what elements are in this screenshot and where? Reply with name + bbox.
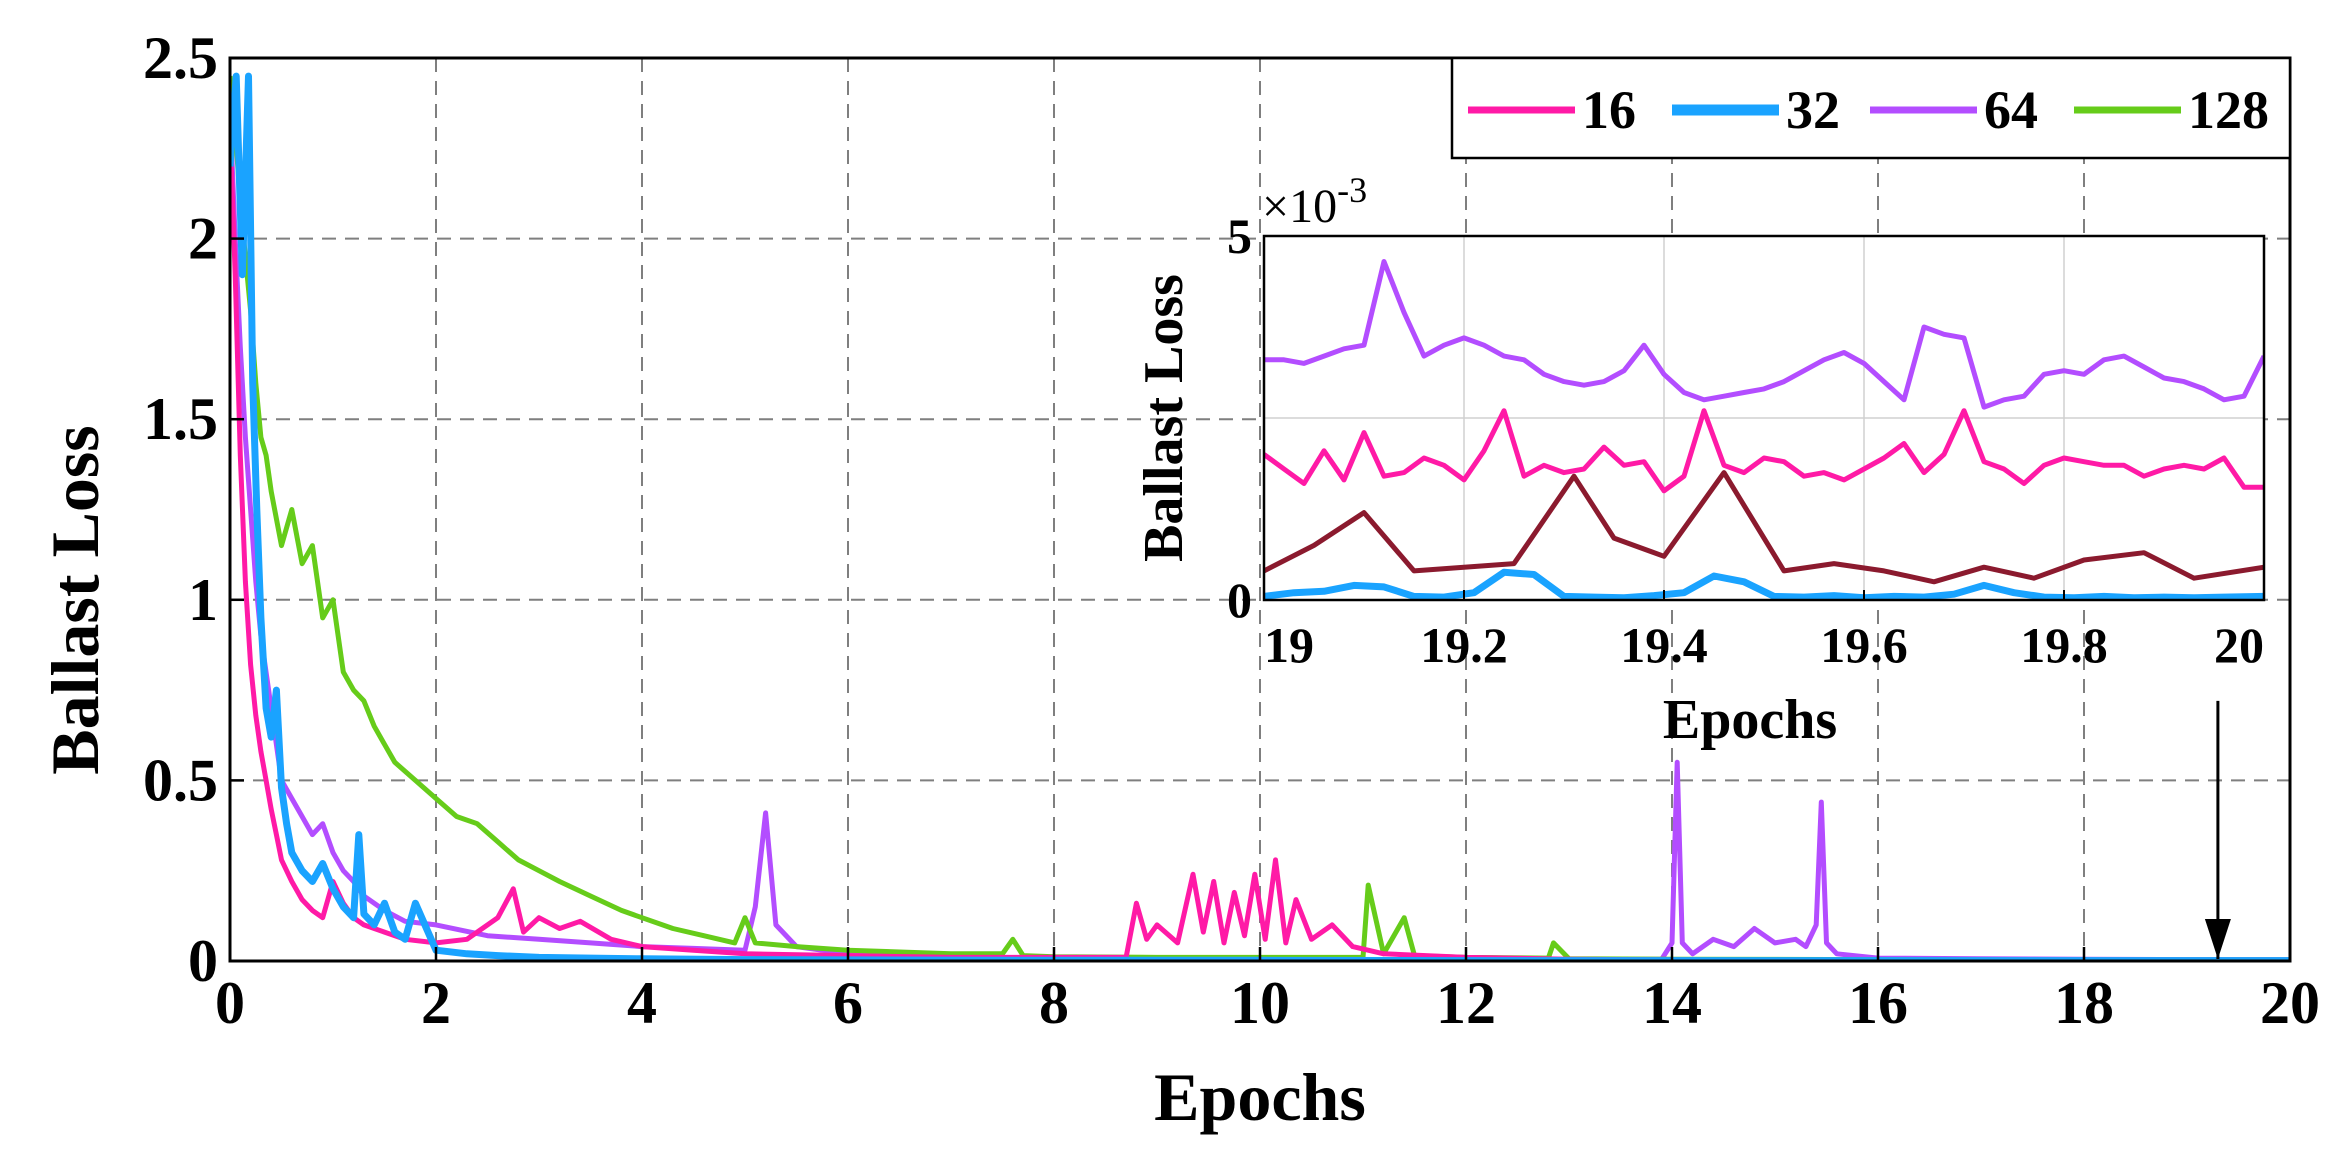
main-x-tick-label-4: 4 [627, 970, 657, 1036]
main-x-tick-label-10: 10 [1230, 970, 1290, 1036]
legend-label-16: 16 [1582, 80, 1636, 140]
inset-y-axis-title: Ballast Loss [1133, 274, 1195, 562]
main-y-tick-label-0: 0 [188, 928, 218, 994]
inset-series [1264, 259, 2264, 600]
main-x-tick-label-0: 0 [215, 970, 245, 1036]
inset-x-tick-label-19.4: 19.4 [1620, 617, 1708, 673]
main-x-tick-label-6: 6 [833, 970, 863, 1036]
inset-series-line-16 [1264, 408, 2264, 494]
legend-label-32: 32 [1786, 80, 1840, 140]
legend-label-64: 64 [1984, 80, 2038, 140]
main-grid [230, 58, 2290, 961]
inset-series-line-128 [1264, 470, 2264, 585]
inset-scale-prefix: ×10 [1262, 180, 1337, 233]
inset-y-tick-label-5: 5 [1227, 208, 1252, 264]
main-x-axis-title: Epochs [1154, 1059, 1366, 1135]
inset-x-tick-label-19: 19 [1264, 617, 1314, 673]
main-x-tick-label-12: 12 [1436, 970, 1496, 1036]
main-y-tick-label-2.5: 2.5 [143, 25, 218, 91]
main-series-line-16 [230, 130, 2290, 961]
main-x-tick-label-8: 8 [1039, 970, 1069, 1036]
inset-x-tick-label-19.6: 19.6 [1820, 617, 1908, 673]
main-x-tick-label-14: 14 [1642, 970, 1702, 1036]
main-series-line-64 [230, 112, 2290, 961]
main-x-tick-label-16: 16 [1848, 970, 1908, 1036]
legend-label-128: 128 [2188, 80, 2269, 140]
main-y-tick-label-2: 2 [188, 206, 218, 272]
main-x-tick-label-2: 2 [421, 970, 451, 1036]
inset-ticks: 19 19.2 19.4 19.6 19.8 20 0 5 [1227, 208, 2265, 673]
inset-axes-frame [1262, 234, 2266, 602]
main-y-axis-title: Ballast Loss [37, 425, 113, 775]
inset-series-line-32 [1264, 568, 2264, 600]
inset-scale-label: ×10-3 [1262, 170, 1367, 233]
main-y-tick-label-1.5: 1.5 [143, 386, 218, 452]
inset-scale-exponent: -3 [1337, 170, 1367, 210]
inset-grid [1264, 236, 2264, 600]
main-y-tick-label-0.5: 0.5 [143, 747, 218, 813]
zoom-arrow-head [2204, 919, 2231, 959]
inset-series-line-64 [1264, 259, 2264, 410]
zoom-arrow [2204, 700, 2231, 959]
legend: 16 32 64 128 [1450, 56, 2292, 160]
inset-x-tick-label-19.8: 19.8 [2020, 617, 2108, 673]
main-series-line-128 [230, 75, 2290, 961]
inset-x-tick-label-20: 20 [2214, 617, 2264, 673]
main-x-tick-label-20: 20 [2260, 970, 2320, 1036]
main-x-tick-label-18: 18 [2054, 970, 2114, 1036]
inset-x-tick-label-19.2: 19.2 [1420, 617, 1508, 673]
main-ticks: 0 2 4 6 8 10 12 14 16 18 20 0 0.5 1 1.5 2 2.5 [143, 25, 2320, 1036]
main-y-tick-label-1: 1 [188, 567, 218, 633]
inset-x-axis-title: Epochs [1663, 689, 1837, 751]
inset-y-tick-label-0: 0 [1227, 572, 1252, 628]
